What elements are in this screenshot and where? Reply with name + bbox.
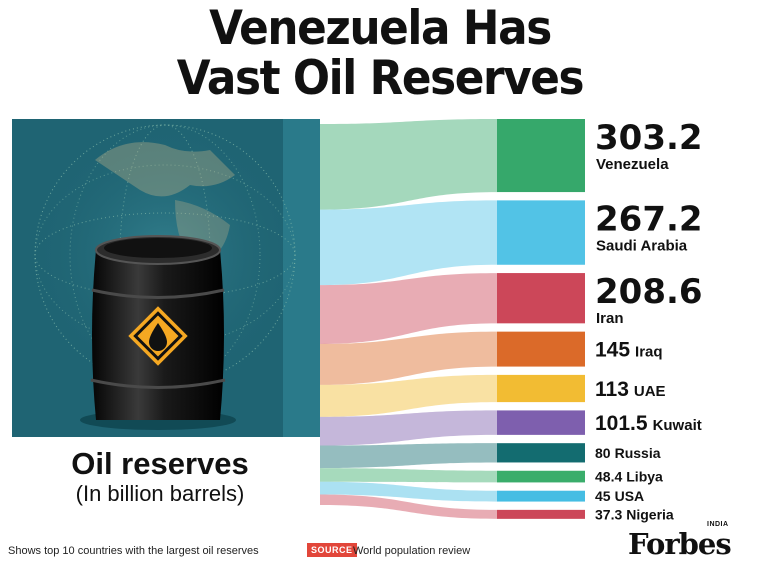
left-panel (12, 119, 320, 437)
title-line-1: Venezuela Has (209, 1, 552, 56)
bar-label: 101.5 Kuwait (595, 412, 702, 435)
category-label: Saudi Arabia (596, 237, 688, 254)
value-label: 113 (595, 378, 629, 401)
footer-note: Shows top 10 countries with the largest … (8, 545, 259, 557)
bar-iran (497, 273, 585, 324)
bar-saudi-arabia (497, 200, 585, 265)
chart-title: Venezuela Has Vast Oil Reserves (27, 4, 734, 104)
bars (497, 119, 585, 519)
value-label: 48.4 (595, 469, 622, 485)
category-label: UAE (634, 383, 666, 400)
flow-ribbon (320, 200, 497, 286)
brand-edition: INDIA (707, 521, 729, 528)
flow-ribbons (320, 119, 497, 519)
flow-ribbon (320, 481, 497, 502)
bar-kuwait (497, 410, 585, 435)
flow-ribbon (320, 119, 497, 210)
brand-logo: Forbes (628, 527, 732, 561)
category-label: Russia (615, 445, 661, 461)
flow-ribbon (320, 410, 497, 446)
value-label: 37.3 (595, 506, 622, 522)
value-label: 267.2 (595, 199, 703, 239)
value-label: 80 (595, 445, 611, 461)
bar-russia (497, 443, 585, 463)
bar-label: 48.4 Libya (595, 469, 663, 485)
source-badge: SOURCE (307, 543, 357, 557)
bar-venezuela (497, 119, 585, 193)
category-label: USA (615, 488, 645, 504)
flow-ribbon (320, 374, 497, 417)
value-label: 208.6 (595, 272, 703, 312)
category-label: Kuwait (653, 417, 702, 434)
category-label: Venezuela (596, 156, 669, 173)
panel-label: Oil reserves (71, 446, 249, 481)
bar-nigeria (497, 509, 585, 519)
flow-ribbon (320, 273, 497, 344)
value-label: 101.5 (595, 412, 648, 435)
oil-barrel-icon (80, 235, 236, 430)
bar-iraq (497, 331, 585, 367)
bar-label: 80 Russia (595, 445, 661, 461)
value-label: 45 (595, 488, 611, 504)
category-label: Iraq (635, 344, 663, 361)
flow-ribbon (320, 331, 497, 385)
category-label: Libya (626, 469, 663, 485)
value-label: 145 (595, 339, 630, 362)
flow-ribbon (320, 468, 497, 483)
flow-ribbon (320, 494, 497, 519)
bar-uae (497, 374, 585, 403)
bar-label: 113 UAE (595, 378, 666, 401)
bar-label: 45 USA (595, 488, 644, 504)
title-line-2: Vast Oil Reserves (176, 51, 585, 106)
panel-sublabel: (In billion barrels) (76, 481, 245, 506)
oil-drop-icon (149, 323, 167, 351)
flow-ribbon (320, 443, 497, 469)
bar-usa (497, 490, 585, 502)
category-label: Nigeria (626, 506, 674, 522)
bar-libya (497, 470, 585, 483)
bar-label: 145 Iraq (595, 339, 663, 362)
value-label: 303.2 (595, 118, 703, 158)
category-label: Iran (596, 310, 624, 327)
source-text: World population review (353, 545, 471, 557)
bar-label: 37.3 Nigeria (595, 506, 674, 522)
